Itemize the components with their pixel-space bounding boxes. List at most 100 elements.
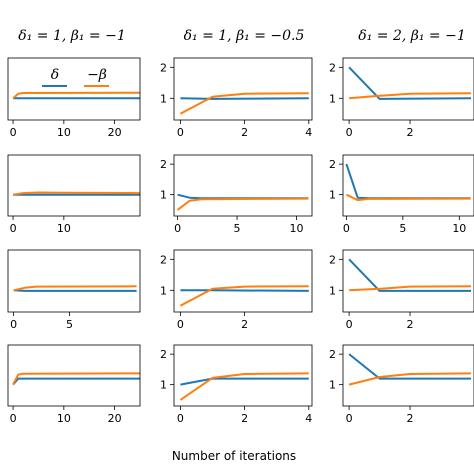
- series-line-neg-beta: [12, 191, 141, 196]
- panel-r3-c0: 0 10 20: [7, 344, 141, 425]
- x-tick-label: 0: [10, 318, 17, 331]
- panel-frame: [342, 154, 474, 217]
- panel-frame: [173, 57, 313, 121]
- x-tick-label: 2: [241, 126, 248, 139]
- panel-frame: [173, 154, 313, 217]
- series-line-neg-beta: [179, 372, 309, 401]
- y-tick-label: 1: [329, 92, 336, 105]
- x-tick-label: 20: [108, 412, 122, 425]
- panel-frame: [7, 57, 141, 121]
- series-line-neg-beta: [12, 372, 141, 386]
- x-tick-label: 0: [10, 126, 17, 139]
- panel-r1-c1: 0 5 10 1 2: [160, 154, 313, 235]
- legend-label-neg-beta: −β: [87, 67, 107, 83]
- x-tick-label: 0: [346, 412, 353, 425]
- series-line-neg-beta: [13, 285, 137, 292]
- y-tick-label: 2: [329, 158, 336, 171]
- x-tick-label: 5: [234, 222, 241, 235]
- panel-frame: [342, 57, 474, 121]
- series-line-neg-beta: [345, 193, 471, 202]
- x-tick-label: 0: [346, 318, 353, 331]
- series-line-neg-beta: [179, 92, 309, 115]
- x-tick-label: 2: [407, 126, 414, 139]
- x-tick-label: 4: [305, 412, 312, 425]
- y-tick-label: 1: [160, 92, 167, 105]
- panel-r2-c1: 0 2 1 2: [160, 249, 313, 331]
- series-line-delta: [180, 97, 309, 100]
- y-tick-label: 2: [160, 61, 167, 74]
- panel-r3-c1: 0 2 4 1 2: [160, 344, 313, 425]
- y-tick-label: 2: [329, 348, 336, 361]
- x-axis-label: Number of iterations: [172, 449, 296, 463]
- x-tick-label: 10: [57, 222, 71, 235]
- panel-r1-c2: 0 5 10 1 2: [329, 154, 474, 235]
- x-tick-label: 10: [452, 222, 466, 235]
- x-tick-label: 0: [346, 126, 353, 139]
- series-line-delta: [348, 258, 471, 292]
- x-tick-label: 0: [10, 412, 17, 425]
- x-tick-label: 2: [407, 412, 414, 425]
- series-line-delta: [345, 163, 471, 200]
- y-tick-label: 1: [160, 284, 167, 297]
- legend-label-delta: δ: [51, 67, 59, 83]
- x-tick-label: 0: [177, 412, 184, 425]
- series-line-neg-beta: [179, 285, 309, 307]
- y-tick-label: 2: [160, 348, 167, 361]
- panel-frame: [7, 344, 141, 407]
- x-tick-label: 10: [57, 412, 71, 425]
- y-tick-label: 1: [329, 284, 336, 297]
- column-title-1: δ₁ = 1, β₁ = −1: [18, 28, 125, 44]
- panel-r2-c2: 0 2 1 2: [329, 249, 474, 331]
- x-tick-label: 0: [10, 222, 17, 235]
- y-tick-label: 1: [329, 379, 336, 392]
- x-tick-label: 0: [177, 318, 184, 331]
- panel-r3-c2: 0 2 1 2: [329, 344, 474, 425]
- panel-frame: [7, 249, 141, 313]
- series-line-neg-beta: [12, 91, 141, 100]
- panel-frame: [342, 344, 474, 407]
- column-title-3: δ₁ = 2, β₁ = −1: [358, 28, 465, 44]
- x-tick-label: 5: [399, 222, 406, 235]
- panel-frame: [7, 154, 141, 217]
- panel-r0-c1: 0 2 4 1 2: [160, 57, 313, 139]
- series-line-neg-beta: [349, 285, 472, 292]
- series-line-neg-beta: [176, 197, 309, 211]
- x-tick-label: 0: [343, 222, 350, 235]
- y-tick-label: 1: [160, 379, 167, 392]
- panel-frame: [173, 249, 313, 313]
- series-line-delta: [348, 66, 472, 100]
- panel-r0-c2: 0 2 1 2: [329, 57, 474, 139]
- series-line-delta: [13, 289, 137, 292]
- series-line-delta: [348, 353, 471, 380]
- x-tick-label: 2: [241, 318, 248, 331]
- y-tick-label: 2: [329, 253, 336, 266]
- panel-r0-c0: 0 10 20: [7, 57, 141, 139]
- panel-frame: [173, 344, 313, 407]
- y-tick-label: 1: [160, 189, 167, 202]
- x-tick-label: 0: [174, 222, 181, 235]
- series-line-neg-beta: [348, 372, 472, 386]
- column-title-2: δ₁ = 1, β₁ = −0.5: [184, 28, 305, 44]
- panel-frame: [342, 249, 474, 313]
- series-line-delta: [12, 377, 140, 386]
- y-tick-label: 1: [329, 189, 336, 202]
- x-tick-label: 5: [66, 318, 73, 331]
- series-line-delta: [180, 377, 309, 386]
- panel-r1-c0: 0 10: [7, 154, 141, 235]
- y-tick-label: 2: [329, 61, 336, 74]
- x-tick-label: 20: [108, 126, 122, 139]
- series-line-delta: [180, 289, 309, 292]
- x-tick-label: 2: [407, 318, 414, 331]
- x-tick-label: 10: [57, 126, 71, 139]
- y-tick-label: 2: [160, 253, 167, 266]
- y-tick-label: 2: [160, 158, 167, 171]
- series-line-neg-beta: [349, 92, 472, 100]
- column-titles: δ₁ = 1, β₁ = −1 δ₁ = 1, β₁ = −0.5 δ₁ = 2…: [18, 28, 465, 44]
- x-tick-label: 4: [305, 126, 312, 139]
- x-tick-label: 10: [290, 222, 304, 235]
- x-tick-label: 2: [241, 412, 248, 425]
- x-tick-label: 0: [177, 126, 184, 139]
